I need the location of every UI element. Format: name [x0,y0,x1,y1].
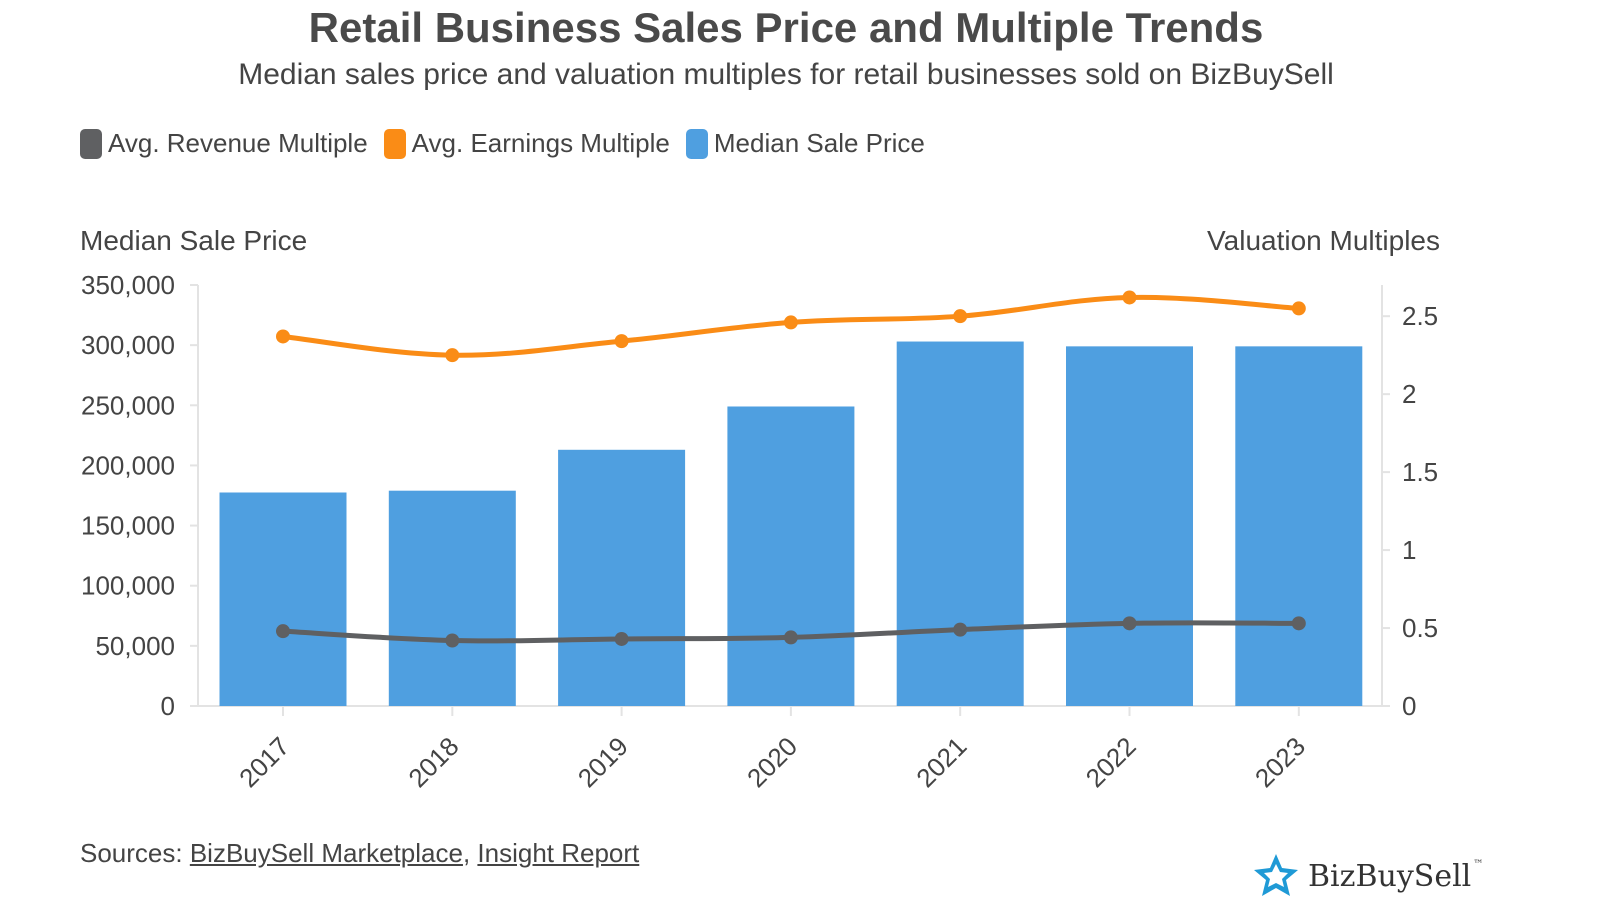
legend: Avg. Revenue Multiple Avg. Earnings Mult… [80,128,925,159]
y-right-tick-label: 2.5 [1402,301,1438,331]
bar-median-sale-price-2019 [558,449,686,706]
source-link-insight-report[interactable]: Insight Report [477,838,640,868]
y-right-tick-label: 1.5 [1402,457,1438,487]
point-avg-revenue-multiple-2022 [1122,616,1137,631]
point-avg-revenue-multiple-2023 [1291,616,1306,631]
bar-median-sale-price-2021 [896,341,1024,706]
point-avg-revenue-multiple-2021 [953,622,968,637]
bar-median-sale-price-2018 [388,490,516,706]
legend-item-median-sale-price[interactable]: Median Sale Price [685,128,925,159]
y-left-tick-label: 100,000 [81,571,175,601]
x-tick-label-2019: 2019 [572,731,634,793]
point-avg-earnings-multiple-2019 [614,334,629,349]
bar-median-sale-price-2017 [219,492,347,706]
bar-median-sale-price-2022 [1066,346,1193,706]
y-left-tick-label: 0 [161,691,175,721]
y-left-tick-label: 300,000 [81,330,175,360]
y-right-tick-label: 2 [1402,379,1416,409]
sources-line: Sources: BizBuySell Marketplace, Insight… [80,838,639,869]
y-left-tick-label: 200,000 [81,450,175,480]
source-link-marketplace[interactable]: BizBuySell Marketplace [189,838,463,868]
chart-subtitle: Median sales price and valuation multipl… [238,58,1334,91]
x-tick-label-2017: 2017 [233,731,295,793]
legend-label-median-sale-price: Median Sale Price [713,128,925,158]
point-avg-earnings-multiple-2018 [445,348,460,363]
legend-item-revenue-multiple[interactable]: Avg. Revenue Multiple [80,128,368,159]
legend-swatch-revenue-multiple [80,128,102,159]
x-tick-label-2018: 2018 [402,731,464,793]
bizbuysell-logo: BizBuySell ™ [1252,852,1483,900]
y-left-tick-label: 150,000 [81,511,175,541]
legend-label-revenue-multiple: Avg. Revenue Multiple [108,128,368,158]
bar-median-sale-price-2020 [727,406,855,706]
legend-swatch-median-sale-price [685,128,708,159]
y-right-tick-label: 0.5 [1402,613,1438,643]
bar-median-sale-price-2023 [1235,346,1363,706]
logo-trademark: ™ [1473,858,1484,870]
y-left-tick-label: 350,000 [81,270,175,300]
point-avg-earnings-multiple-2021 [953,309,968,324]
logo-text: BizBuySell [1308,858,1472,894]
star-logo-icon [1254,854,1298,896]
sources-prefix: Sources: [80,838,190,868]
legend-label-earnings-multiple: Avg. Earnings Multiple [411,128,670,158]
point-avg-earnings-multiple-2020 [783,315,798,330]
point-avg-revenue-multiple-2019 [614,631,629,646]
x-tick-label-2022: 2022 [1080,731,1142,793]
y-left-tick-label: 250,000 [81,390,175,420]
chart-title: Retail Business Sales Price and Multiple… [308,4,1264,51]
y-right-tick-label: 1 [1402,535,1416,565]
legend-swatch-earnings-multiple [383,128,406,159]
y-right-axis-title: Valuation Multiples [1207,225,1440,256]
point-avg-revenue-multiple-2020 [783,630,798,645]
x-tick-label-2021: 2021 [910,731,972,793]
point-avg-earnings-multiple-2022 [1122,290,1137,305]
legend-item-earnings-multiple[interactable]: Avg. Earnings Multiple [383,128,670,159]
x-tick-label-2020: 2020 [741,731,803,793]
point-avg-earnings-multiple-2017 [276,329,290,344]
sources-separator: , [462,838,478,868]
y-left-tick-label: 50,000 [95,631,175,661]
y-right-tick-label: 0 [1402,691,1416,721]
point-avg-revenue-multiple-2017 [276,624,290,639]
y-left-axis-title: Median Sale Price [80,225,307,256]
point-avg-revenue-multiple-2018 [445,633,460,648]
point-avg-earnings-multiple-2023 [1291,301,1306,316]
x-tick-label-2023: 2023 [1249,731,1311,793]
